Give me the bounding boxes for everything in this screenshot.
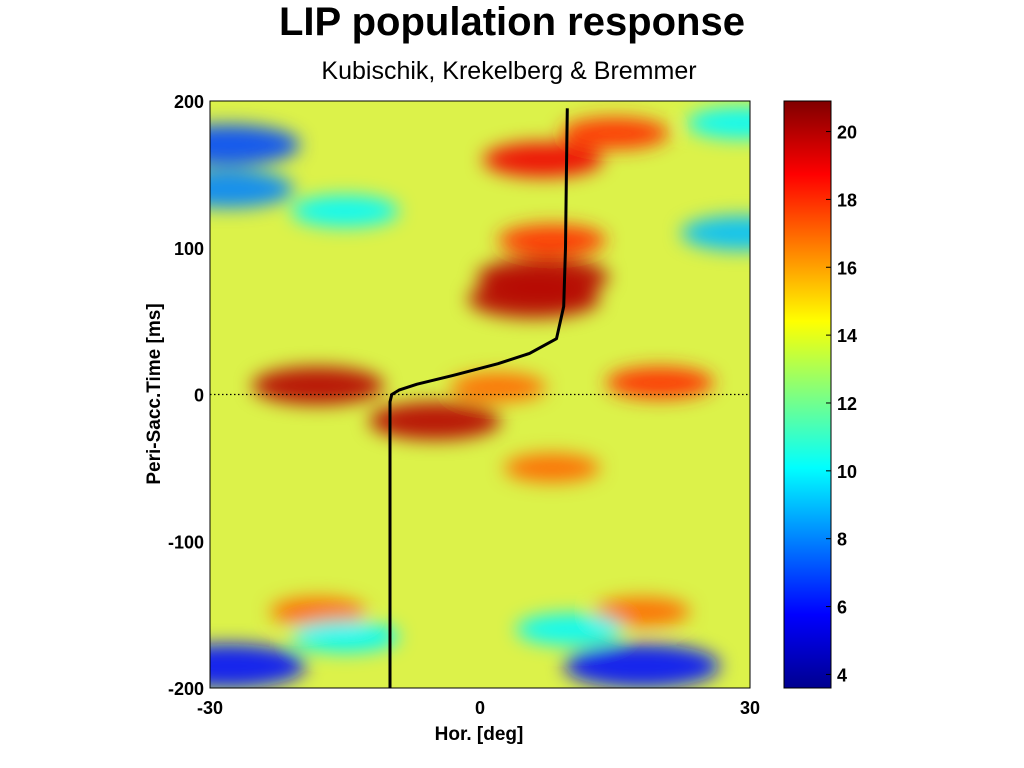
heatmap-hotspot — [210, 124, 300, 166]
colorbar-tick-label: 20 — [837, 123, 857, 143]
colorbar-tick-label: 18 — [837, 190, 857, 210]
chart-subtitle: Kubischik, Krekelberg & Bremmer — [321, 57, 697, 85]
chart-title: LIP population response — [279, 0, 745, 44]
heatmap-hotspot — [606, 366, 714, 399]
heatmap-hotspot — [210, 170, 294, 209]
heatmap-hotspot — [252, 366, 384, 405]
colorbar-tick-label: 14 — [837, 326, 857, 346]
x-tick-label: 30 — [740, 698, 760, 718]
heatmap-hotspot — [210, 643, 306, 688]
heatmap-hotspot — [450, 372, 546, 402]
y-tick-label: -100 — [168, 532, 204, 552]
y-tick-label: 0 — [194, 386, 204, 406]
heatmap-hotspot — [291, 620, 399, 653]
heatmap-hotspot — [369, 401, 501, 440]
heatmap-hotspot — [681, 215, 750, 251]
colorbar — [783, 100, 832, 689]
heatmap-hotspot — [504, 453, 600, 483]
y-tick-label: 200 — [174, 92, 204, 112]
heatmap-hotspot — [687, 107, 750, 140]
heatmap-hotspot — [483, 142, 603, 178]
heatmap-hotspot — [564, 643, 720, 688]
heatmap-hotspot — [594, 597, 690, 627]
colorbar-tick-label: 4 — [837, 665, 847, 685]
y-tick-label: 100 — [174, 239, 204, 259]
heatmap-hotspot — [498, 224, 606, 257]
colorbar-tick-label: 16 — [837, 258, 857, 278]
heatmap-hotspot — [477, 258, 609, 297]
heatmap-hotspot — [516, 613, 624, 646]
colorbar-tick-label: 8 — [837, 530, 847, 550]
x-axis-label: Hor. [deg] — [435, 724, 524, 745]
plot-frame — [209, 100, 751, 689]
x-tick-label: -30 — [197, 698, 223, 718]
saccade-trace-line — [388, 108, 569, 688]
heatmap-hotspot — [291, 195, 399, 228]
heatmap-hotspot — [270, 597, 366, 627]
y-tick-label: -200 — [168, 679, 204, 699]
colorbar-tick-label: 10 — [837, 462, 857, 482]
colorbar-tick-label: 12 — [837, 394, 857, 414]
colorbar-tick-label: 6 — [837, 598, 847, 618]
x-tick-label: 0 — [475, 698, 485, 718]
heatmap-hotspot — [561, 117, 669, 150]
y-axis-label: Peri-Sacc.Time [ms] — [144, 303, 165, 484]
